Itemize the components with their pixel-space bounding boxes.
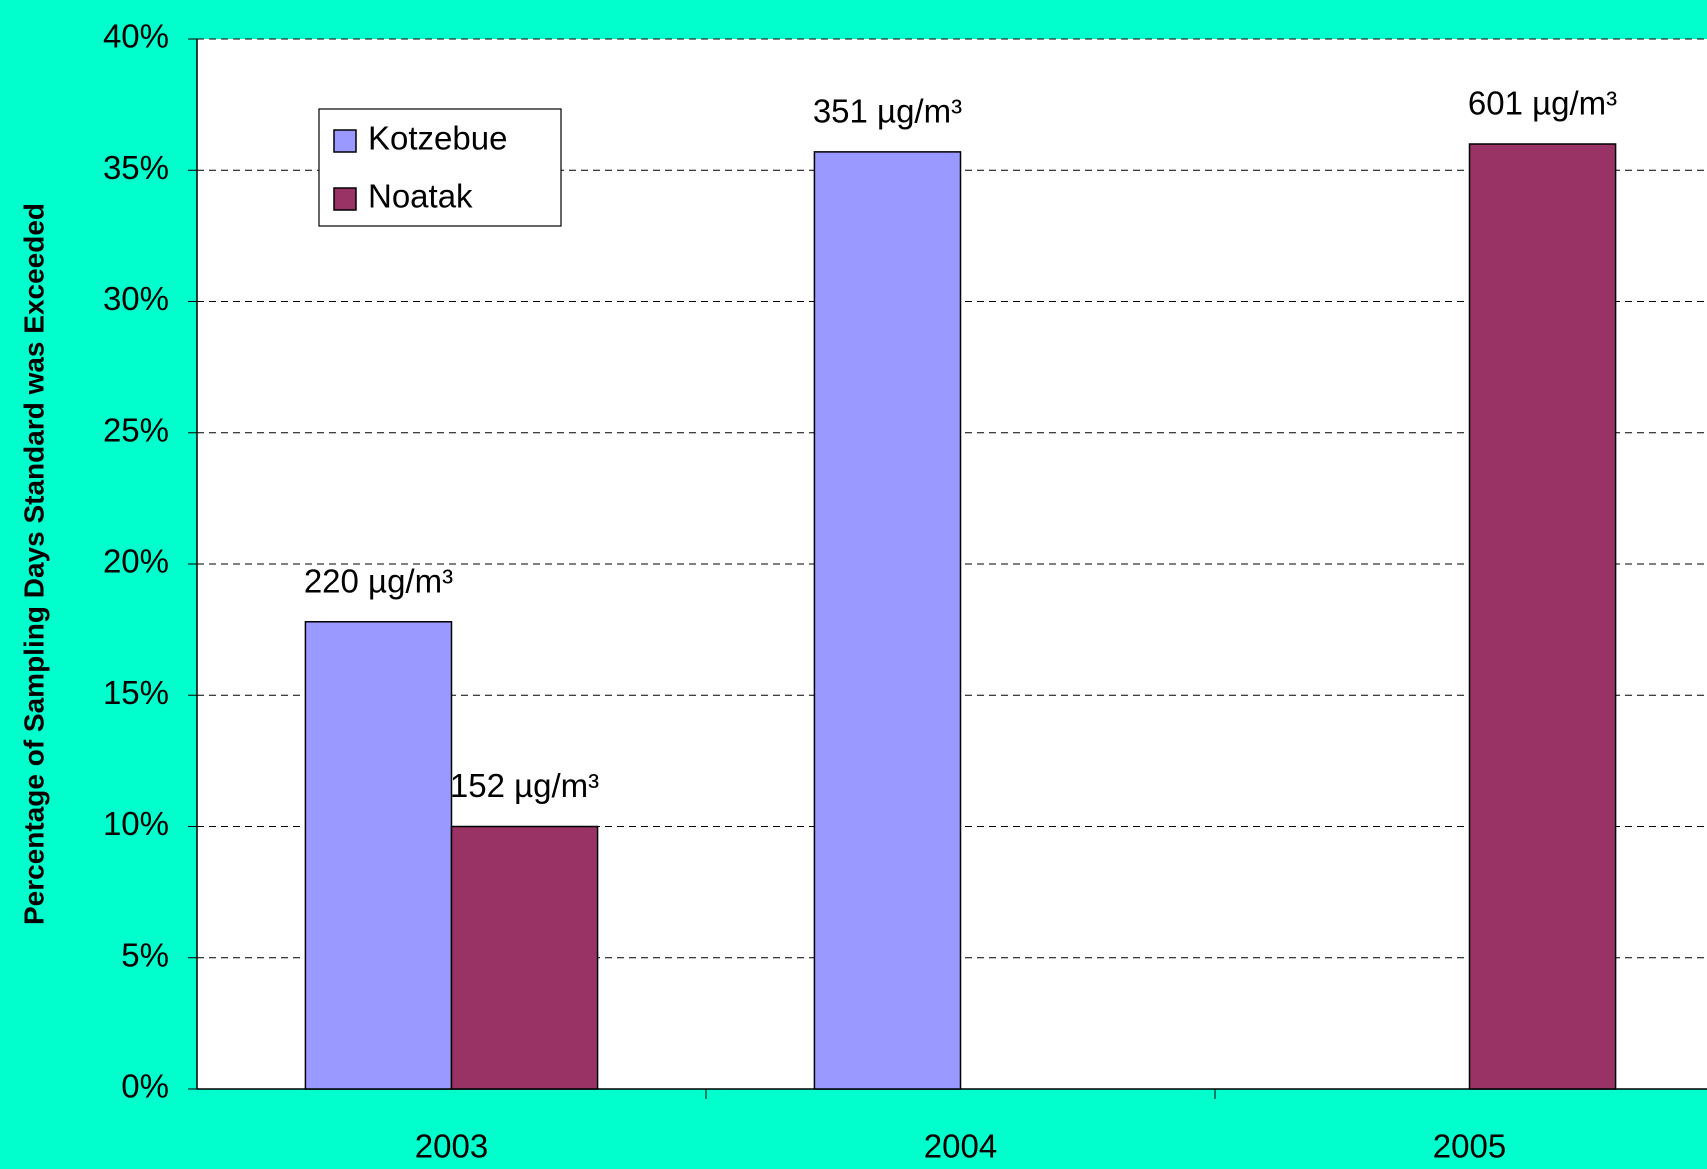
legend: Kotzebue Noatak <box>318 108 562 227</box>
bar <box>813 151 962 1090</box>
data-label: 601 µg/m³ <box>1468 85 1617 122</box>
y-tick-label: 25% <box>103 411 169 448</box>
y-tick-label: 10% <box>103 805 169 842</box>
legend-label: Noatak <box>368 178 473 215</box>
legend-label: Kotzebue <box>368 120 507 157</box>
data-label: 152 µg/m³ <box>450 767 599 804</box>
data-label: 220 µg/m³ <box>304 562 453 599</box>
y-tick-label: 15% <box>103 674 169 711</box>
legend-swatch <box>333 187 357 211</box>
legend-box <box>318 108 562 227</box>
legend-swatch <box>333 129 357 153</box>
data-label: 351 µg/m³ <box>813 93 962 130</box>
bar <box>1468 143 1617 1090</box>
y-tick-label: 5% <box>121 936 169 973</box>
y-tick-label: 40% <box>103 18 169 55</box>
bar <box>450 825 599 1090</box>
x-tick-label: 2005 <box>1433 1128 1506 1165</box>
bar <box>304 621 453 1090</box>
y-tick-label: 20% <box>103 543 169 580</box>
y-tick-label: 35% <box>103 149 169 186</box>
y-tick-label: 0% <box>121 1068 169 1105</box>
x-tick-label: 2004 <box>924 1128 997 1165</box>
y-tick-label: 30% <box>103 280 169 317</box>
x-tick-label: 2003 <box>415 1128 488 1165</box>
y-axis-label: Percentage of Sampling Days Standard was… <box>18 203 49 925</box>
